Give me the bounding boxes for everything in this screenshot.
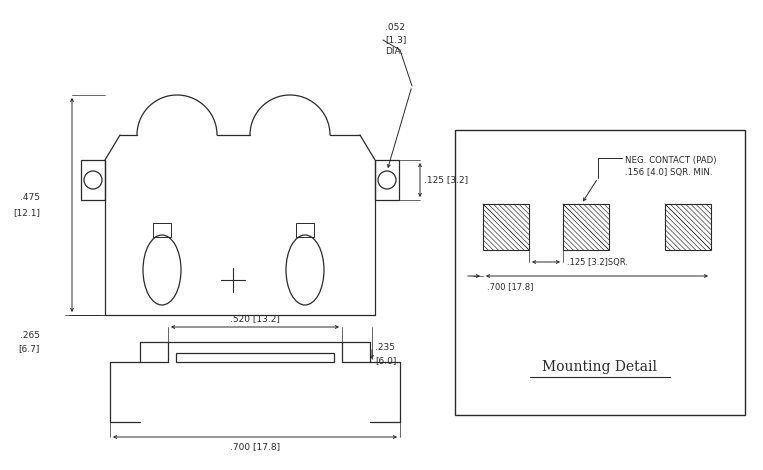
Text: .156 [4.0] SQR. MIN.: .156 [4.0] SQR. MIN. bbox=[625, 169, 713, 178]
Text: .520 [13.2]: .520 [13.2] bbox=[230, 314, 280, 323]
Bar bbox=[176, 353, 334, 362]
Text: [6.0]: [6.0] bbox=[375, 357, 396, 366]
Bar bbox=[375, 160, 399, 200]
Text: .475: .475 bbox=[20, 193, 40, 202]
Bar bbox=[455, 130, 745, 415]
Text: [6.7]: [6.7] bbox=[18, 345, 40, 353]
Bar bbox=[665, 204, 711, 250]
Bar bbox=[296, 223, 314, 237]
Text: .700 [17.8]: .700 [17.8] bbox=[487, 282, 533, 291]
Bar bbox=[81, 160, 105, 200]
Text: .125 [3.2]: .125 [3.2] bbox=[424, 175, 468, 185]
Bar bbox=[483, 204, 529, 250]
Bar bbox=[563, 204, 609, 250]
Text: .235: .235 bbox=[375, 343, 395, 352]
Text: NEG. CONTACT (PAD): NEG. CONTACT (PAD) bbox=[625, 156, 716, 164]
Bar bbox=[153, 223, 171, 237]
Text: [12.1]: [12.1] bbox=[13, 209, 40, 218]
Text: .125 [3.2]SQR.: .125 [3.2]SQR. bbox=[567, 258, 628, 266]
Text: Mounting Detail: Mounting Detail bbox=[542, 360, 658, 374]
Text: .700 [17.8]: .700 [17.8] bbox=[230, 442, 280, 452]
Text: DIA.: DIA. bbox=[385, 47, 404, 56]
Text: [1.3]: [1.3] bbox=[385, 36, 407, 45]
Text: .052: .052 bbox=[385, 24, 405, 32]
Text: .265: .265 bbox=[20, 330, 40, 339]
